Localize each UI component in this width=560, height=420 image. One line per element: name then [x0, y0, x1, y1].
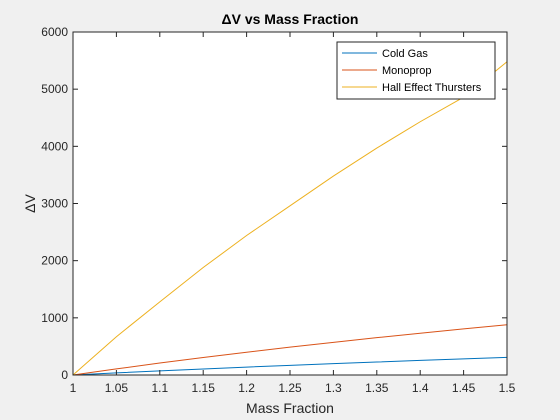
y-tick-label: 5000	[41, 82, 68, 96]
x-tick-label: 1.05	[105, 381, 129, 395]
x-tick-label: 1.15	[192, 381, 216, 395]
series-layer	[72, 61, 508, 376]
series-line-1	[72, 324, 508, 376]
x-tick-label: 1.25	[278, 381, 302, 395]
x-tick-label: 1.35	[365, 381, 389, 395]
y-tick-label: 1000	[41, 311, 68, 325]
x-axis: 1 1.05 1.1 1.15 1.2 1.25 1.3 1.35 1.4 1.45 1.5	[70, 32, 516, 395]
legend-label-1: Monoprop	[382, 65, 432, 77]
x-tick-label: 1.2	[238, 381, 255, 395]
x-tick-label: 1.5	[499, 381, 516, 395]
x-tick-label: 1.4	[412, 381, 429, 395]
y-tick-label: 0	[61, 368, 68, 382]
x-tick-label: 1.45	[452, 381, 476, 395]
legend: Cold Gas Monoprop Hall Effect Thursters	[336, 41, 496, 100]
y-tick-label: 2000	[41, 254, 68, 268]
series-line-0	[72, 356, 508, 376]
y-tick-label: 3000	[41, 197, 68, 211]
y-axis: 0 1000 2000 3000 4000 5000 6000	[41, 25, 507, 382]
legend-label-0: Cold Gas	[382, 48, 428, 60]
x-axis-label: Mass Fraction	[246, 400, 334, 416]
legend-label-2: Hall Effect Thursters	[382, 82, 482, 94]
chart-title: ΔV vs Mass Fraction	[222, 11, 359, 27]
x-tick-label: 1	[70, 381, 77, 395]
series-line-2	[72, 61, 508, 376]
x-tick-label: 1.1	[151, 381, 168, 395]
y-tick-label: 4000	[41, 139, 68, 153]
y-axis-label: ΔV	[22, 194, 38, 213]
y-tick-label: 6000	[41, 25, 68, 39]
x-tick-label: 1.3	[325, 381, 342, 395]
